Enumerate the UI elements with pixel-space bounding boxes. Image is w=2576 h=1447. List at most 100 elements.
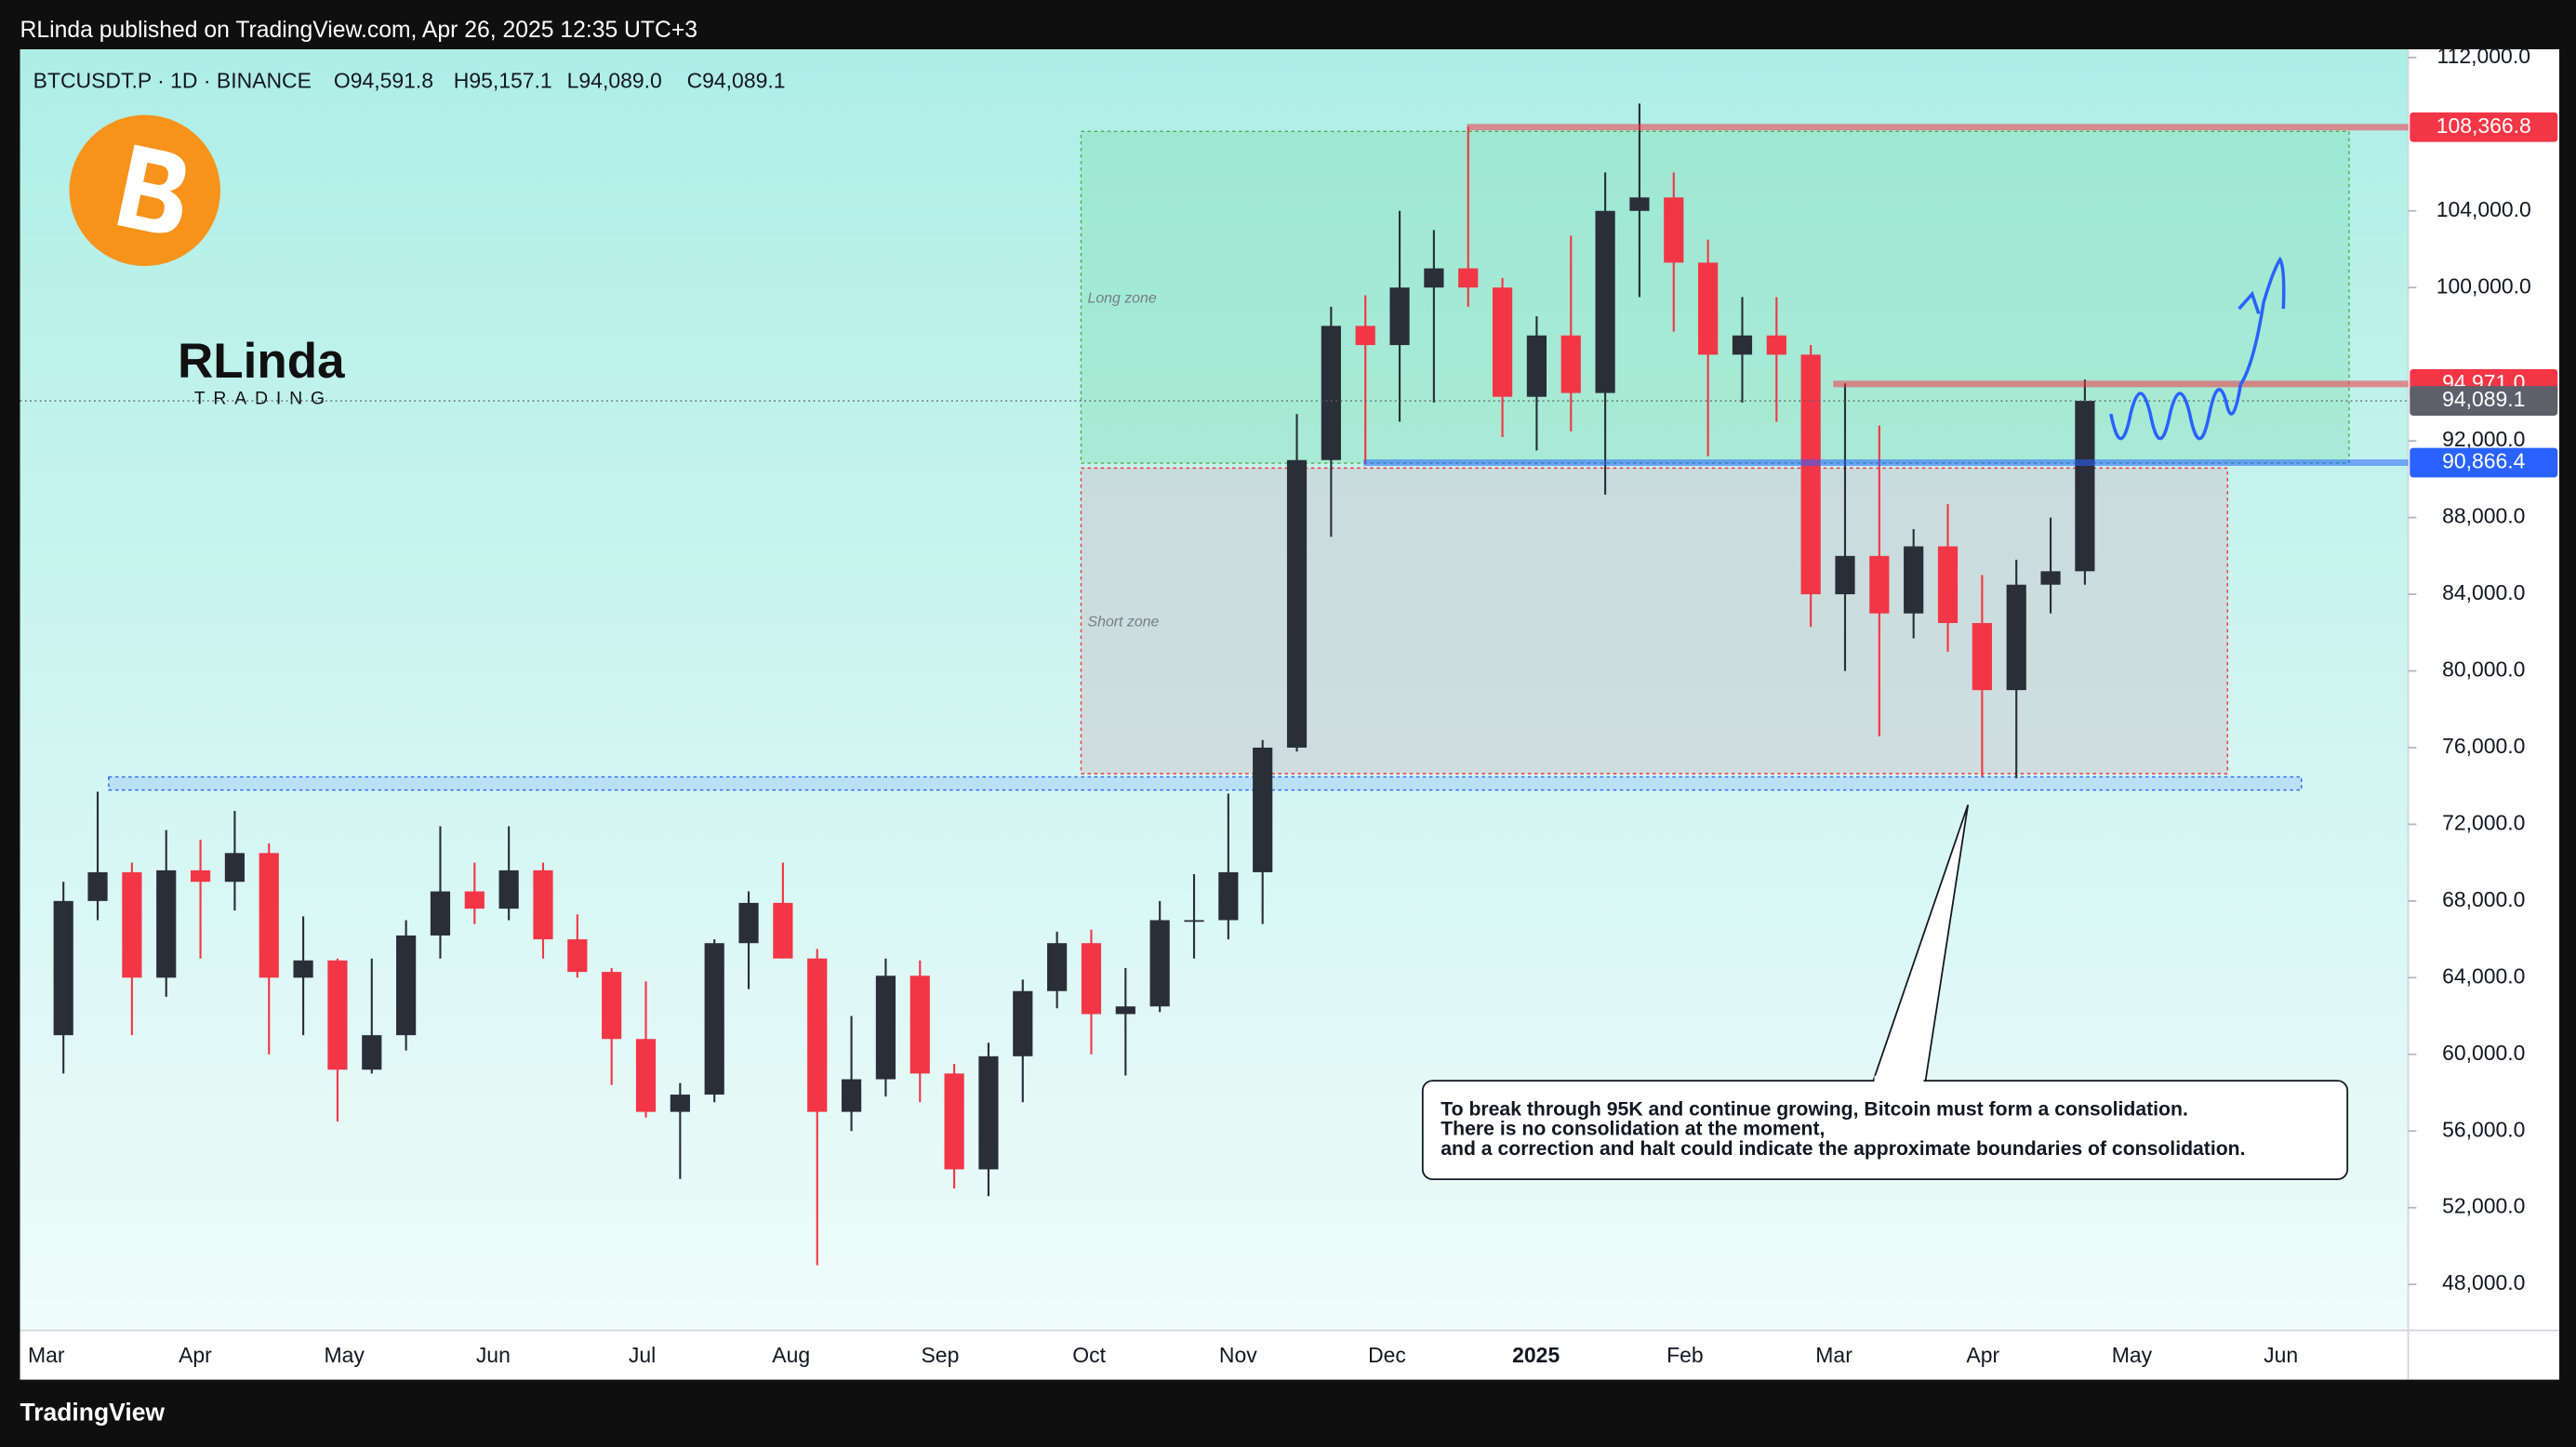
y-tick-label: 100,000.0 xyxy=(2437,273,2531,298)
y-tick-label: 68,000.0 xyxy=(2442,887,2525,911)
candle-body xyxy=(1424,268,1444,288)
x-tick-label: Sep xyxy=(922,1343,960,1367)
publisher: RLinda published on TradingView.com, Apr… xyxy=(20,18,698,43)
x-tick-label: Nov xyxy=(1219,1343,1257,1367)
candle-body xyxy=(1732,335,1753,355)
candle-body xyxy=(670,1095,690,1112)
rlinda-logo-sub: TRADING xyxy=(194,388,333,408)
candle-body xyxy=(190,870,211,883)
candle-body xyxy=(122,871,142,978)
candle-body xyxy=(1013,990,1033,1056)
candle-body xyxy=(944,1073,964,1170)
candle-body xyxy=(2075,401,2095,572)
candle-body xyxy=(1972,622,1992,691)
candle-body xyxy=(841,1079,862,1112)
candle-body xyxy=(910,976,930,1074)
y-tick-label: 64,000.0 xyxy=(2442,963,2525,988)
candle-body xyxy=(2006,584,2026,691)
candle-body xyxy=(704,943,724,1095)
candle-body xyxy=(1937,546,1959,623)
y-tick-label: 84,000.0 xyxy=(2442,580,2525,604)
zone-label: Short zone xyxy=(1088,615,1160,631)
footer-logo: TradingView xyxy=(20,1399,166,1427)
x-tick-label: Aug xyxy=(772,1343,810,1367)
y-tick-label: 92,000.0 xyxy=(2442,427,2525,451)
y-tick-label: 88,000.0 xyxy=(2442,504,2525,528)
candle-body xyxy=(156,870,177,978)
candle-body xyxy=(875,976,896,1080)
projection-path xyxy=(2109,256,2286,441)
y-tick-label: 56,000.0 xyxy=(2442,1117,2525,1141)
price-label-box xyxy=(2410,112,2558,142)
candle-body xyxy=(1526,335,1547,397)
candle-body xyxy=(635,1039,657,1112)
candle-body xyxy=(1560,335,1581,393)
candle-body xyxy=(1184,920,1204,923)
callout-text: and a correction and halt could indicate… xyxy=(1441,1138,2245,1160)
candle-body xyxy=(224,853,246,883)
ohlc: H95,157.1 xyxy=(454,68,552,92)
candle-body xyxy=(533,870,553,940)
y-tick-label: 112,000.0 xyxy=(2437,44,2530,68)
price-axis xyxy=(2408,48,2560,1331)
zone-label: Long zone xyxy=(1088,291,1157,307)
time-axis xyxy=(20,1330,2560,1380)
candle-body xyxy=(53,900,73,1036)
callout-pointer xyxy=(1871,804,1970,1083)
y-tick-label: 104,000.0 xyxy=(2437,197,2531,221)
candle-body xyxy=(1698,262,1719,355)
candle-body xyxy=(978,1055,999,1170)
callout-text: There is no consolidation at the moment, xyxy=(1441,1119,1825,1140)
candle-body xyxy=(1149,920,1170,1007)
candle-body xyxy=(1286,459,1308,748)
candle-body xyxy=(1047,943,1068,991)
price-label-box xyxy=(2410,386,2558,416)
projection-arrowhead xyxy=(2237,290,2261,314)
x-tick-label: Mar xyxy=(1815,1343,1852,1367)
price-label: 90,866.4 xyxy=(2442,449,2526,473)
candle-body xyxy=(259,853,279,978)
rlinda-logo: RLinda xyxy=(178,334,345,389)
candle-body xyxy=(1389,287,1410,346)
x-tick-label: Dec xyxy=(1368,1343,1406,1367)
candle-body xyxy=(1355,325,1375,346)
x-tick-label: Jun xyxy=(2264,1343,2298,1367)
support-zone xyxy=(108,776,2303,791)
candle-body xyxy=(430,891,451,936)
candle-body xyxy=(567,939,588,973)
x-tick-label: Feb xyxy=(1666,1343,1704,1367)
candle-body xyxy=(464,891,485,909)
candle-body xyxy=(602,972,622,1040)
y-tick-label: 48,000.0 xyxy=(2442,1270,2525,1294)
candle-body xyxy=(1835,555,1855,595)
candle-body xyxy=(1869,555,1890,614)
x-tick-label: May xyxy=(2112,1343,2153,1367)
symbol: BTCUSDT.P · 1D · BINANCE xyxy=(33,68,312,92)
candle-body xyxy=(293,960,313,978)
callout-text: To break through 95K and continue growin… xyxy=(1441,1099,2188,1121)
x-tick-label: Jun xyxy=(476,1343,511,1367)
candle-body xyxy=(1766,335,1786,355)
y-tick-label: 72,000.0 xyxy=(2442,810,2525,834)
price-label-box xyxy=(2410,447,2558,478)
y-tick-label: 76,000.0 xyxy=(2442,734,2525,758)
candle-body xyxy=(773,902,793,959)
candle-body xyxy=(1321,325,1341,460)
candle-body xyxy=(1458,268,1479,288)
candle-body xyxy=(1253,747,1273,872)
price-label: 94,089.1 xyxy=(2442,387,2525,411)
x-tick-label: May xyxy=(324,1343,365,1367)
y-tick-label: 80,000.0 xyxy=(2442,657,2525,682)
candle-body xyxy=(807,958,828,1112)
candle-body xyxy=(1081,943,1102,1015)
x-tick-label: Jul xyxy=(629,1343,656,1367)
callout-joint xyxy=(1874,1075,1924,1084)
ohlc: L94,089.0 xyxy=(567,68,662,92)
ohlc: C94,089.1 xyxy=(687,68,786,92)
candle-body xyxy=(498,870,519,909)
candle-body xyxy=(396,935,417,1036)
candle-body xyxy=(1218,871,1239,921)
candle-body xyxy=(738,902,759,944)
candle-body xyxy=(2040,571,2061,585)
